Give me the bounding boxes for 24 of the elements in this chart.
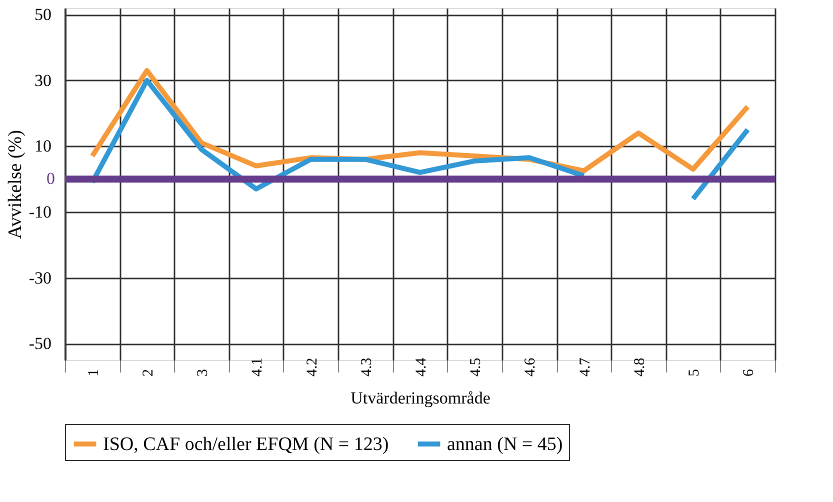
x-tick-label: 4.5 — [468, 358, 484, 376]
y-tick-label: 30 — [34, 70, 52, 90]
y-tick-label: -50 — [28, 334, 52, 354]
x-tick-label: 1 — [86, 369, 102, 376]
x-axis-title: Utvärderingsområde — [350, 388, 490, 408]
x-tick-label: 4.1 — [250, 358, 266, 376]
legend-label: ISO, CAF och/eller EFQM (N = 123) — [103, 434, 389, 455]
y-tick-label: 10 — [34, 136, 52, 156]
y-tick-label: -10 — [28, 202, 52, 222]
x-tick-label: 4.4 — [414, 357, 430, 376]
x-tick-label: 4.6 — [522, 357, 539, 376]
x-tick-label: 5 — [686, 369, 703, 376]
ref-line-label: 0 — [46, 169, 55, 188]
x-tick-label: 6 — [741, 368, 758, 376]
y-tick-label: -30 — [28, 268, 52, 288]
x-tick-label: 4.2 — [304, 358, 320, 376]
x-tick-label: 2 — [140, 369, 156, 376]
x-tick-label: 3 — [195, 369, 212, 376]
x-tick-label: 4.7 — [577, 357, 594, 376]
y-axis-title: Avvikelse (%) — [4, 130, 26, 239]
x-tick-label: 4.3 — [358, 358, 375, 376]
y-tick-label: 50 — [34, 5, 52, 24]
x-tick-label: 4.8 — [632, 358, 648, 376]
legend-label: annan (N = 45) — [447, 434, 563, 455]
